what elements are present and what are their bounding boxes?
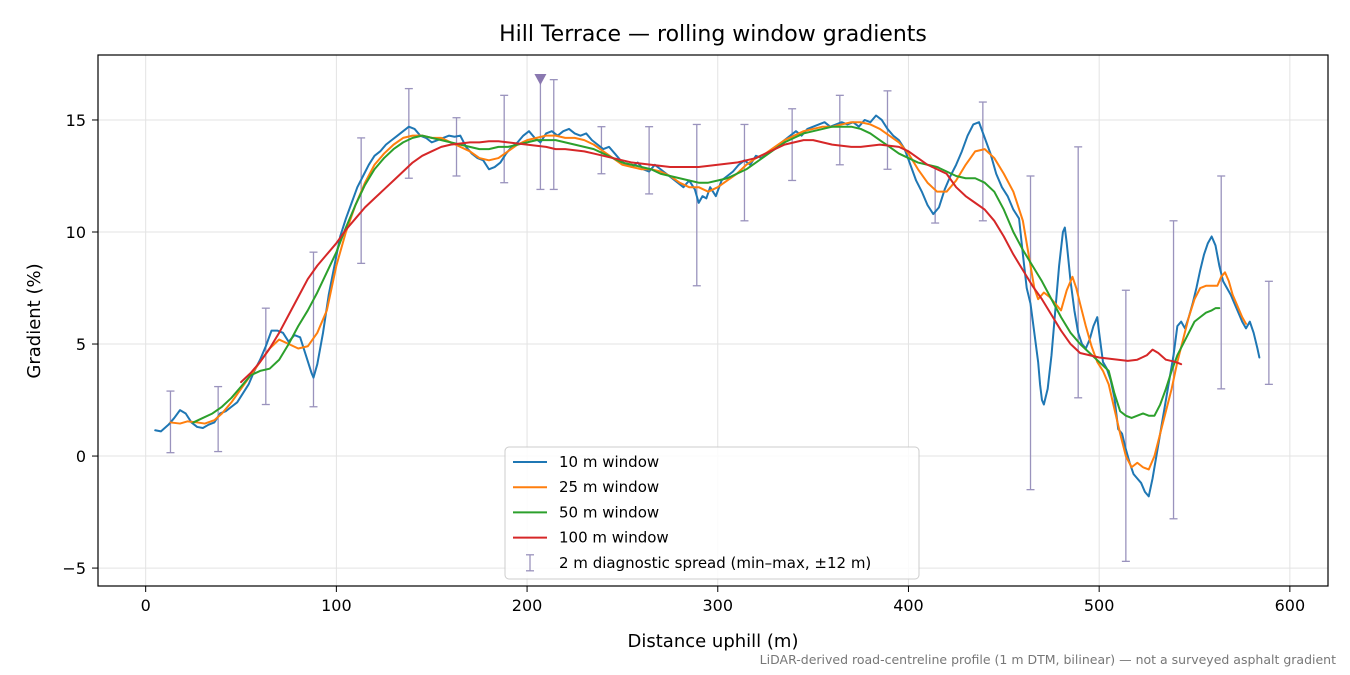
- error-bar: [645, 126, 654, 195]
- error-bar: [549, 78, 558, 191]
- x-tick-label: 200: [512, 596, 543, 615]
- x-tick-label: 0: [141, 596, 151, 615]
- y-axis-ticks: −5 0 5 10 15: [62, 111, 98, 578]
- chart-title: Hill Terrace — rolling window gradients: [499, 22, 927, 47]
- y-axis-label: Gradient (%): [24, 263, 45, 378]
- legend-box: [504, 446, 920, 580]
- legend-label: 25 m window: [559, 478, 659, 496]
- grid-lines: [98, 55, 1328, 586]
- x-axis-label: Distance uphill (m): [628, 631, 799, 652]
- x-tick-label: 300: [702, 596, 733, 615]
- error-bar: [1026, 175, 1035, 491]
- error-bar: [309, 251, 318, 408]
- error-bar: [261, 307, 270, 406]
- y-tick-label: 10: [66, 223, 86, 242]
- error-bar: [1074, 146, 1083, 399]
- series-line-100-m: [240, 139, 1183, 384]
- x-tick-label: 400: [893, 596, 924, 615]
- x-tick-label: 500: [1084, 596, 1115, 615]
- error-bar: [740, 123, 749, 222]
- y-tick-label: 0: [76, 447, 86, 466]
- error-bar: [500, 94, 509, 184]
- error-bar: [1264, 280, 1273, 386]
- series-line-25-m: [169, 121, 1247, 471]
- y-tick-label: 5: [76, 335, 86, 354]
- plot-frame: [97, 54, 1329, 587]
- legend-label: 10 m window: [559, 453, 659, 471]
- series-line-50-m: [192, 125, 1221, 424]
- error-bar: [835, 94, 844, 166]
- source-note: LiDAR-derived road-centreline profile (1…: [760, 652, 1336, 667]
- legend-label: 100 m window: [559, 529, 669, 547]
- error-bar: [1217, 175, 1226, 390]
- legend: 10 m window 25 m window 50 m window 100 m w…: [504, 446, 920, 580]
- legend-item: 25 m window: [513, 478, 659, 496]
- legend-label: 50 m window: [559, 503, 659, 521]
- legend-label: 2 m diagnostic spread (min–max, ±12 m): [559, 554, 871, 572]
- error-bar: [788, 108, 797, 182]
- x-tick-label: 600: [1275, 596, 1306, 615]
- error-bar: [1121, 289, 1130, 563]
- y-tick-label: 15: [66, 111, 86, 130]
- error-bar: [452, 117, 461, 177]
- error-bar: [214, 385, 223, 453]
- legend-item: 10 m window: [513, 453, 659, 471]
- y-tick-label: −5: [62, 559, 86, 578]
- error-bar: [357, 137, 366, 265]
- marker-triangle: [534, 74, 547, 85]
- legend-item: 50 m window: [513, 503, 659, 521]
- legend-item: 100 m window: [513, 529, 669, 547]
- x-tick-label: 100: [321, 596, 352, 615]
- legend-item: 2 m diagnostic spread (min–max, ±12 m): [526, 554, 871, 572]
- error-bar: [978, 101, 987, 222]
- error-bar: [1169, 220, 1178, 520]
- error-bar: [692, 123, 701, 287]
- error-bar: [404, 87, 413, 179]
- x-axis-ticks: 0 100 200 300 400 500 600: [141, 586, 1306, 615]
- series-layer: [154, 74, 1273, 563]
- marker-layer: [534, 74, 547, 85]
